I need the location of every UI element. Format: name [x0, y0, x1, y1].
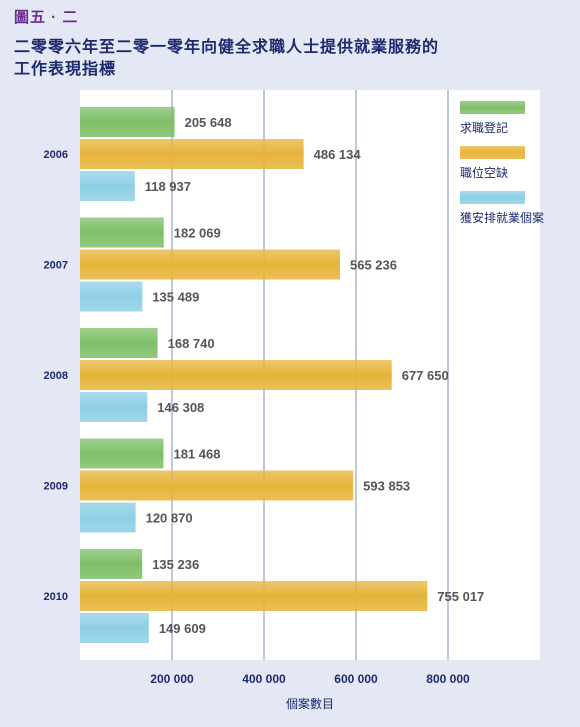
value-label-vacancies-2006: 486 134	[314, 147, 362, 162]
value-label-placements-2008: 146 308	[157, 400, 204, 415]
value-label-vacancies-2010: 755 017	[437, 589, 484, 604]
x-axis-title: 個案數目	[286, 696, 334, 711]
x-tick-label: 400 000	[242, 672, 286, 686]
value-label-placements-2006: 118 937	[145, 179, 191, 194]
value-label-placements-2009: 120 870	[146, 511, 193, 526]
chart-title-line-1: 二零零六年至二零一零年向健全求職人士提供就業服務的	[14, 39, 440, 56]
x-tick-labels: 200 000 400 000 600 000 800 000	[150, 672, 470, 686]
value-label-job-seekers-2008: 168 740	[168, 336, 215, 351]
y-tick-label: 2009	[44, 481, 68, 493]
bar-job-seekers-2006	[80, 107, 175, 137]
bar-job-seekers-2008	[80, 328, 158, 358]
value-label-job-seekers-2009: 181 468	[173, 447, 220, 462]
value-label-job-seekers-2010: 135 236	[152, 557, 199, 572]
value-label-job-seekers-2007: 182 069	[174, 226, 221, 241]
bar-placements-2006	[80, 171, 135, 201]
bar-job-seekers-2009	[80, 438, 164, 469]
data-labels: 205 648 486 134 118 937 182 069 565 236 135 4…	[145, 115, 485, 636]
chart-title-line-2: 工作表現指標	[14, 61, 117, 78]
x-tick-label: 800 000	[426, 672, 470, 686]
bars	[80, 107, 428, 643]
bar-placements-2008	[80, 392, 148, 422]
value-label-placements-2010: 149 609	[159, 621, 206, 636]
bar-placements-2009	[80, 502, 136, 533]
value-label-job-seekers-2006: 205 648	[185, 115, 232, 130]
legend-label-job-seekers: 求職登記	[460, 120, 508, 135]
value-label-vacancies-2007: 565 236	[350, 258, 397, 273]
bar-vacancies-2009	[80, 470, 354, 501]
y-tick-labels: 2006 2007 2008 2009 2010	[44, 149, 68, 603]
legend-swatch-job-seekers	[460, 101, 525, 114]
legend-label-placements: 獲安排就業個案	[460, 210, 544, 225]
bar-vacancies-2006	[80, 139, 304, 169]
bar-vacancies-2007	[80, 249, 341, 280]
figure-label: 圖五 · 二	[14, 9, 79, 26]
x-tick-label: 200 000	[150, 672, 194, 686]
legend-swatch-vacancies	[460, 146, 525, 159]
y-tick-label: 2010	[44, 591, 68, 603]
legend-swatch-placements	[460, 191, 525, 204]
y-tick-label: 2006	[44, 149, 68, 161]
y-tick-label: 2008	[44, 370, 68, 382]
bar-placements-2010	[80, 613, 149, 643]
value-label-vacancies-2008: 677 650	[402, 368, 449, 383]
bar-placements-2007	[80, 281, 143, 312]
y-tick-label: 2007	[44, 260, 68, 272]
value-label-vacancies-2009: 593 853	[363, 479, 410, 494]
legend-label-vacancies: 職位空缺	[460, 165, 508, 180]
bar-vacancies-2010	[80, 581, 428, 611]
x-tick-label: 600 000	[334, 672, 378, 686]
bar-job-seekers-2010	[80, 549, 143, 579]
bar-vacancies-2008	[80, 360, 392, 390]
bar-job-seekers-2007	[80, 217, 164, 248]
value-label-placements-2007: 135 489	[152, 290, 199, 305]
